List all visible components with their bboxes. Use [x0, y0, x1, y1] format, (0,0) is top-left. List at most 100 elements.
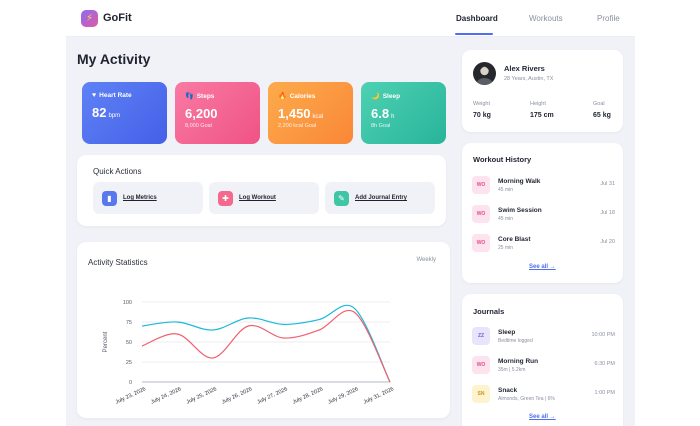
x-tick-label: July 27, 2026 — [256, 386, 288, 405]
goal-value: 65 kg — [593, 112, 611, 119]
workout-history-card: Workout History WO Morning Walk 45 min J… — [462, 143, 623, 283]
stat-unit: h — [391, 114, 395, 120]
stat-card-sleep: 🌙 Sleep 6.8 h 8h Goal — [361, 82, 446, 144]
nav-active-indicator — [455, 33, 493, 35]
steps-icon: 👣 — [185, 93, 194, 100]
workout-name: Swim Session — [498, 207, 542, 214]
chart-icon: ▮ — [102, 190, 117, 206]
y-tick-label: 75 — [126, 320, 132, 326]
avatar — [473, 62, 496, 85]
top-nav: ⚡ GoFit Dashboard Workouts Profile — [66, 0, 635, 37]
list-item[interactable]: SN Snack Almonds, Green Tea | 6% 1:00 PM — [472, 385, 615, 403]
journal-badge: ZZ — [472, 327, 490, 345]
chart-title: Activity Statistics — [88, 258, 148, 267]
x-tick-label: July 25, 2026 — [186, 386, 218, 405]
stat-unit: kcal — [312, 114, 324, 120]
stat-goal: 2,200 kcal Goal — [278, 123, 317, 129]
journals-see-all-link[interactable]: See all → — [529, 414, 556, 420]
stat-label: Steps — [196, 92, 215, 100]
list-item[interactable]: WO Morning Walk 45 min Jul 31 — [472, 176, 615, 194]
nav-workouts[interactable]: Workouts — [529, 14, 563, 23]
moon-icon: 🌙 — [371, 93, 380, 100]
log-metrics-button[interactable]: ▮ Log Metrics — [93, 182, 203, 214]
activity-statistics-card: Activity Statistics Weekly 0 25 50 75 100 Per… — [77, 242, 450, 418]
journal-detail: Bedtime logged — [498, 338, 533, 344]
stat-label: Calories — [289, 92, 316, 100]
flame-icon: 🔥 — [278, 93, 287, 100]
nav-profile[interactable]: Profile — [597, 14, 620, 23]
height-label: Height — [530, 101, 546, 107]
log-metrics-label: Log Metrics — [123, 195, 157, 201]
series-line-2 — [141, 309, 391, 383]
stat-label: Sleep — [382, 92, 401, 100]
journal-name: Sleep — [498, 329, 516, 336]
list-item[interactable]: WO Swim Session 45 min Jul 18 — [472, 205, 615, 223]
journal-detail: Almonds, Green Tea | 6% — [498, 396, 555, 402]
workout-name: Morning Walk — [498, 178, 541, 185]
stat-value: 6,200 — [185, 106, 218, 121]
workout-date: Jul 31 — [600, 181, 615, 187]
journal-time: 6:30 PM — [594, 361, 615, 367]
x-tick-label: July 24, 2026 — [150, 386, 182, 405]
workout-badge: WO — [472, 234, 490, 252]
workout-badge: WO — [472, 176, 490, 194]
log-workout-button[interactable]: ✚ Log Workout — [209, 182, 319, 214]
list-item[interactable]: WO Morning Run 35m | 5.2km 6:30 PM — [472, 356, 615, 374]
journal-badge: WO — [472, 356, 490, 374]
y-axis-label: Percent — [103, 331, 109, 352]
dumbbell-icon: ✚ — [218, 190, 233, 206]
x-tick-label: July 26, 2026 — [221, 386, 253, 405]
list-item[interactable]: ZZ Sleep Bedtime logged 10:00 PM — [472, 327, 615, 345]
x-tick-label: July 23, 2026 — [115, 386, 147, 405]
weight-label: Weight — [473, 101, 491, 107]
stat-value: 82 — [92, 105, 107, 120]
workout-date: Jul 20 — [600, 239, 615, 245]
goal-label: Goal — [593, 101, 605, 107]
stat-card-steps: 👣 Steps 6,200 8,000 Goal — [175, 82, 260, 144]
list-item[interactable]: WO Core Blast 25 min Jul 20 — [472, 234, 615, 252]
journals-title: Journals — [473, 307, 505, 316]
journal-time: 10:00 PM — [591, 332, 615, 338]
activity-line-chart: 0 25 50 75 100 Percent July 23, 2026 July 24, 2… — [103, 300, 395, 406]
workout-duration: 25 min — [498, 245, 514, 251]
journal-name: Morning Run — [498, 358, 539, 365]
quick-actions-card: Quick Actions ▮ Log Metrics ✚ Log Workou… — [77, 155, 446, 226]
series-line-1 — [141, 304, 391, 383]
add-journal-entry-button[interactable]: ✎ Add Journal Entry — [325, 182, 435, 214]
log-workout-label: Log Workout — [239, 195, 276, 201]
profile-details: 28 Years, Austin, TX — [504, 76, 554, 82]
stat-value: 6.8 — [371, 106, 390, 121]
workout-duration: 45 min — [498, 216, 514, 222]
y-tick-label: 50 — [126, 340, 132, 346]
workout-history-see-all-link[interactable]: See all → — [529, 264, 556, 270]
x-tick-label: July 29, 2026 — [327, 386, 359, 405]
stat-goal: 8,000 Goal — [185, 123, 212, 129]
brand-name: GoFit — [103, 12, 132, 24]
weight-value: 70 kg — [473, 112, 491, 119]
journals-card: Journals ZZ Sleep Bedtime logged 10:00 P… — [462, 294, 623, 426]
workout-date: Jul 18 — [600, 210, 615, 216]
heart-icon: ♥ — [92, 92, 97, 99]
stat-card-heart-rate: ♥ Heart Rate 82 bpm — [82, 82, 167, 144]
stat-card-calories: 🔥 Calories 1,450 kcal 2,200 kcal Goal — [268, 82, 353, 144]
y-tick-label: 25 — [126, 360, 132, 366]
workout-duration: 45 min — [498, 187, 514, 193]
height-value: 175 cm — [530, 112, 554, 119]
x-tick-label: July 31, 2026 — [363, 386, 395, 405]
journal-badge: SN — [472, 385, 490, 403]
profile-card: Alex Rivers 28 Years, Austin, TX Weight … — [462, 50, 623, 132]
journal-time: 1:00 PM — [594, 390, 615, 396]
bolt-icon: ⚡ — [81, 10, 98, 27]
stat-value: 1,450 — [278, 106, 311, 121]
stat-goal: 8h Goal — [371, 123, 391, 129]
journal-detail: 35m | 5.2km — [498, 367, 526, 373]
journal-icon: ✎ — [334, 190, 349, 206]
x-tick-label: July 28, 2026 — [292, 386, 324, 405]
y-tick-label: 100 — [123, 300, 132, 306]
stat-label: Heart Rate — [99, 92, 132, 99]
stat-unit: bpm — [108, 113, 121, 119]
nav-dashboard[interactable]: Dashboard — [456, 14, 498, 23]
y-tick-label: 0 — [129, 380, 132, 386]
add-journal-entry-label: Add Journal Entry — [355, 195, 408, 201]
chart-period-select[interactable]: Weekly — [416, 257, 436, 263]
